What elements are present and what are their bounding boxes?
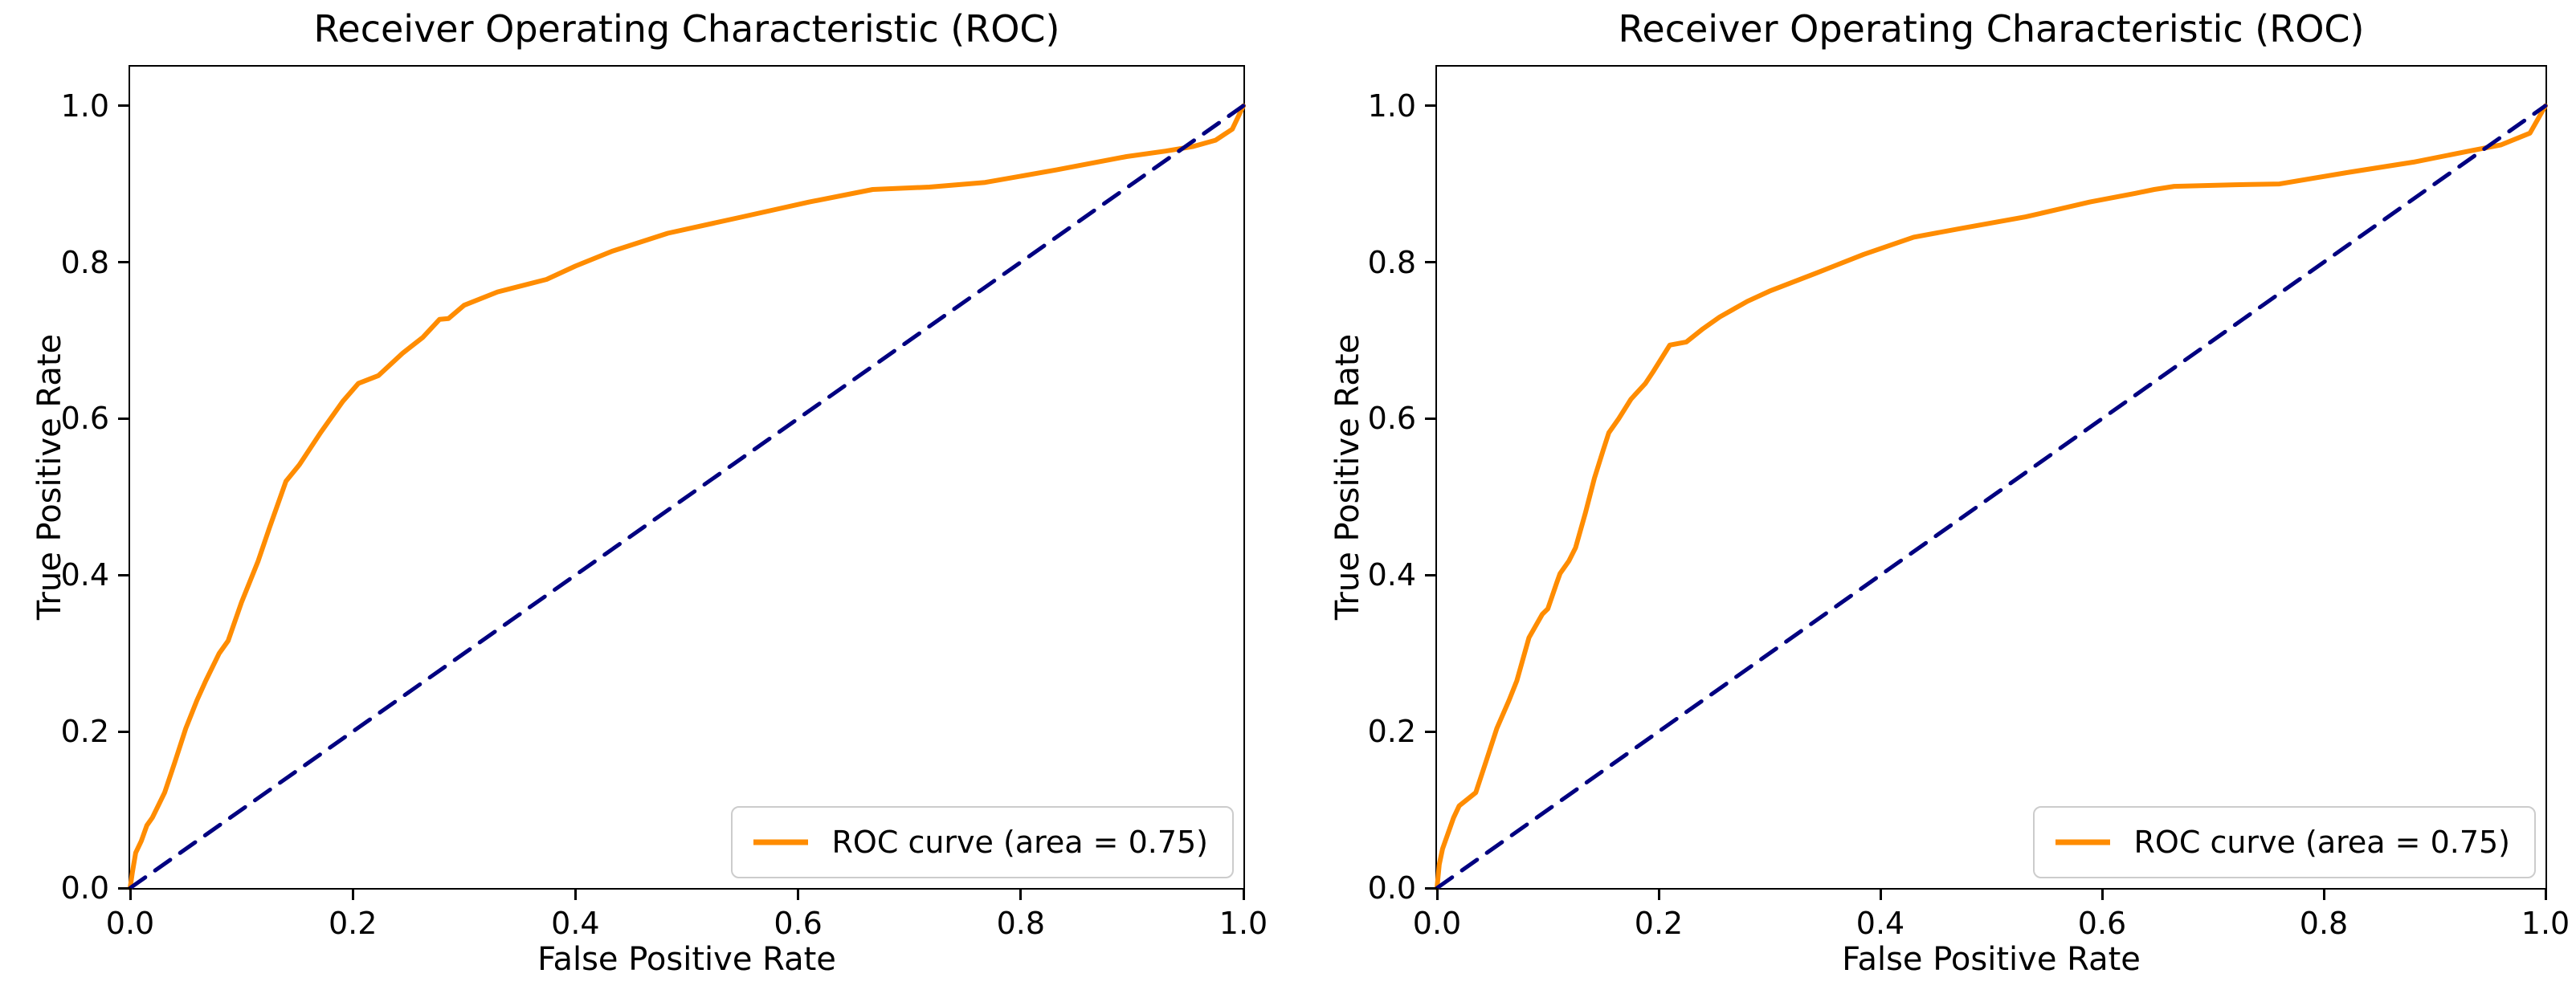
y-tick-label: 0.8 [1367, 244, 1416, 280]
y-tick-mark [1425, 417, 1437, 420]
legend-line-sample [2055, 839, 2110, 845]
y-tick-label: 0.2 [60, 714, 109, 750]
x-tick-mark [351, 888, 354, 900]
legend-label: ROC curve (area = 0.75) [2133, 825, 2510, 860]
x-tick-label: 0.8 [2299, 906, 2349, 941]
x-tick-label: 0.2 [1634, 906, 1684, 941]
x-tick-mark [1435, 888, 1439, 900]
y-tick-label: 0.0 [60, 870, 109, 906]
x-tick-label: 0.0 [105, 906, 155, 941]
y-tick-label: 0.2 [1367, 714, 1416, 750]
x-axis-label: False Positive Rate [537, 941, 836, 978]
legend: ROC curve (area = 0.75) [730, 806, 1234, 878]
x-tick-label: 0.6 [2077, 906, 2127, 941]
roc-plot-canvas [128, 103, 1246, 890]
legend: ROC curve (area = 0.75) [2032, 806, 2536, 878]
y-tick-mark [118, 417, 130, 420]
y-tick-mark [1425, 104, 1437, 108]
roc-plot-canvas [1435, 103, 2548, 890]
y-tick-mark [1425, 886, 1437, 890]
x-tick-mark [2544, 888, 2547, 900]
y-tick-mark [1425, 573, 1437, 576]
legend-line-sample [753, 839, 808, 845]
roc-curve-line [1435, 103, 2548, 890]
x-tick-mark [2100, 888, 2104, 900]
axes-area: ROC curve (area = 0.75) 0.0 0.2 0.4 0.6 0.8 1… [1368, 65, 2570, 941]
y-tick-label: 0.4 [1367, 557, 1416, 593]
x-tick-label: 0.0 [1412, 906, 1462, 941]
chance-diagonal-line [128, 104, 1246, 890]
y-tick-label: 1.0 [60, 88, 109, 124]
y-tick-mark [118, 886, 130, 890]
plot-title: Receiver Operating Characteristic (ROC) [1618, 7, 2365, 51]
y-tick-mark [1425, 730, 1437, 733]
x-tick-mark [1879, 888, 1882, 900]
roc-curve-line [128, 103, 1246, 890]
x-tick-mark [1242, 888, 1245, 900]
y-tick-mark [1425, 261, 1437, 264]
x-tick-mark [574, 888, 577, 900]
y-tick-label: 0.0 [1367, 870, 1416, 906]
y-tick-mark [118, 104, 130, 108]
y-axis-label: True Positive Rate [1329, 333, 1366, 621]
x-tick-label: 0.4 [551, 906, 600, 941]
y-tick-mark [118, 573, 130, 576]
x-tick-mark [797, 888, 800, 900]
y-tick-label: 0.6 [1367, 401, 1416, 437]
x-tick-mark [129, 888, 132, 900]
chance-diagonal-line [1435, 104, 2548, 890]
y-tick-mark [118, 730, 130, 733]
y-tick-mark [118, 261, 130, 264]
plot-title: Receiver Operating Characteristic (ROC) [313, 7, 1060, 51]
x-tick-label: 0.2 [328, 906, 378, 941]
y-tick-label: 0.4 [60, 557, 109, 593]
x-tick-mark [1657, 888, 1660, 900]
x-tick-label: 1.0 [2521, 906, 2570, 941]
y-tick-label: 0.8 [60, 244, 109, 280]
axes-area: ROC curve (area = 0.75) 0.0 0.2 0.4 0.6 0.8 1… [61, 65, 1268, 941]
y-tick-label: 1.0 [1367, 88, 1416, 124]
legend-label: ROC curve (area = 0.75) [831, 825, 1208, 860]
x-axis-label: False Positive Rate [1842, 941, 2141, 978]
y-tick-label: 0.6 [60, 401, 109, 437]
x-tick-mark [1019, 888, 1023, 900]
x-tick-label: 1.0 [1219, 906, 1268, 941]
x-tick-mark [2322, 888, 2325, 900]
y-axis-label: True Positive Rate [31, 333, 68, 621]
x-tick-label: 0.8 [996, 906, 1046, 941]
x-tick-label: 0.4 [1855, 906, 1905, 941]
x-tick-label: 0.6 [774, 906, 823, 941]
